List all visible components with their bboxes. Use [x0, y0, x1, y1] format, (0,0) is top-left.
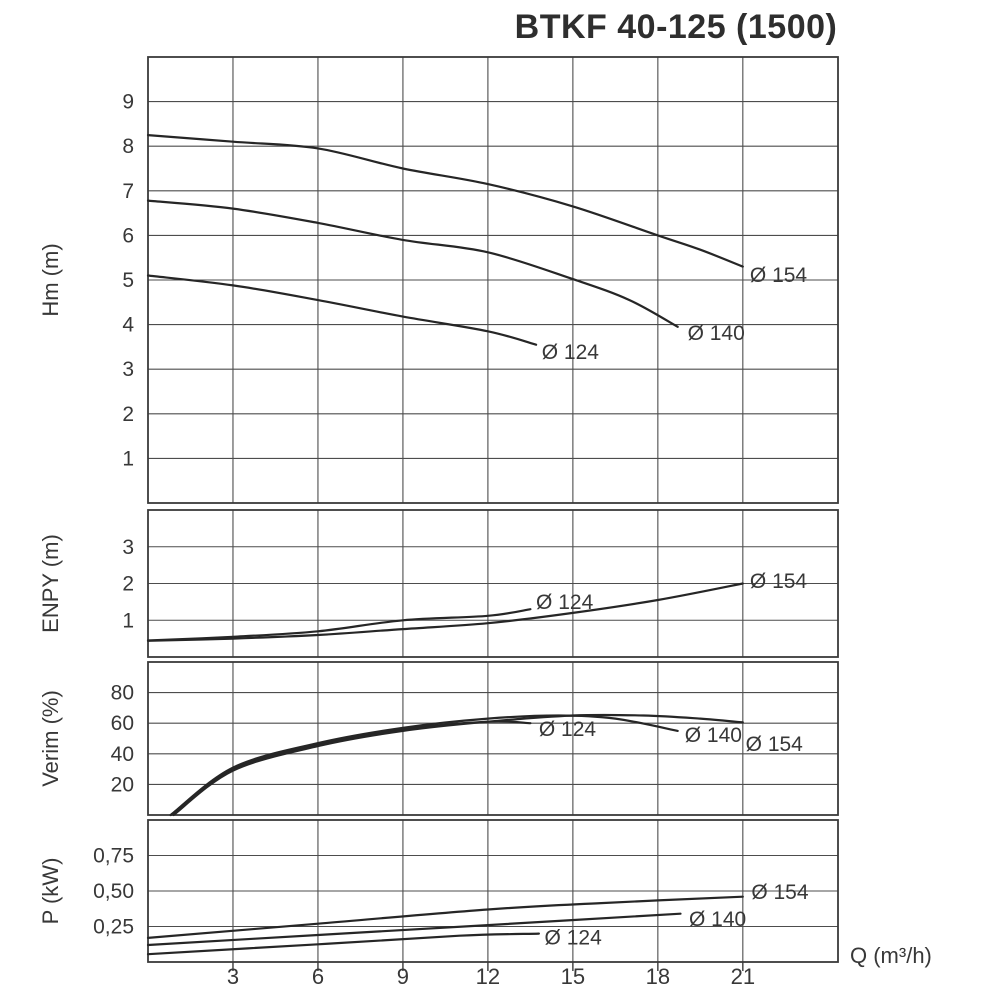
curve-Ø124	[146, 608, 532, 642]
y-tick-label: 40	[111, 743, 134, 766]
curve-Ø154	[146, 895, 744, 939]
y-tick-label: 0,25	[93, 916, 134, 939]
curve-label-Ø124: Ø 124	[542, 341, 600, 364]
page-title: BTKF 40-125 (1500)	[514, 8, 838, 46]
y-tick-label: 0,75	[93, 845, 134, 868]
curve-label-Ø124: Ø 124	[539, 718, 597, 741]
y-tick-label: 0,50	[93, 880, 134, 903]
x-tick-label: 3	[227, 964, 239, 989]
curve-label-Ø154: Ø 154	[751, 881, 809, 904]
curve-Ø124	[146, 274, 538, 346]
chart-border	[147, 509, 839, 658]
y-tick-label: 3	[122, 358, 134, 381]
curve-label-Ø140: Ø 140	[688, 322, 745, 345]
y-axis-label: ENPY (m)	[38, 534, 63, 633]
x-tick-label: 9	[397, 964, 409, 989]
y-tick-label: 9	[122, 91, 134, 114]
y-axis-label: Verim (%)	[38, 690, 63, 787]
x-tick-label: 18	[646, 964, 670, 989]
y-tick-label: 3	[122, 536, 134, 559]
curve-label-Ø154: Ø 154	[746, 733, 804, 756]
chart-border	[147, 661, 839, 816]
y-axis-label: P (kW)	[38, 858, 63, 925]
curve-Ø154	[146, 134, 744, 268]
y-tick-label: 6	[122, 224, 134, 247]
y-tick-label: 1	[122, 609, 134, 632]
y-tick-label: 2	[122, 403, 134, 426]
curve-Ø140	[169, 714, 679, 817]
chart-head: 1 2 3 4 5 6 7 8 9 Hm (m) Ø 154 Ø 140 Ø 124	[38, 56, 839, 504]
y-tick-label: 80	[111, 682, 134, 705]
x-tick-label: 21	[731, 964, 755, 989]
curve-label-Ø124: Ø 124	[536, 591, 594, 614]
chart-npsh: 1 2 3 ENPY (m) Ø 124 Ø 154	[38, 509, 839, 658]
chart-border	[147, 56, 839, 504]
curve-Ø124	[146, 932, 540, 956]
curve-Ø154	[172, 713, 744, 817]
x-tick-label: 15	[561, 964, 585, 989]
curve-label-Ø154: Ø 154	[750, 264, 808, 287]
curve-Ø140	[146, 912, 682, 947]
y-tick-label: 2	[122, 573, 134, 596]
y-tick-label: 4	[122, 314, 134, 337]
curve-label-Ø140: Ø 140	[689, 908, 746, 931]
y-axis-label: Hm (m)	[38, 243, 63, 316]
x-tick-label: 6	[312, 964, 324, 989]
y-tick-label: 20	[111, 773, 134, 796]
curve-label-Ø154: Ø 154	[750, 570, 808, 593]
chart-border	[147, 819, 839, 963]
x-axis-label: Q (m³/h)	[850, 943, 932, 968]
y-tick-label: 8	[122, 135, 134, 158]
y-tick-label: 7	[122, 180, 134, 203]
curve-Ø140	[146, 199, 679, 328]
curve-label-Ø124: Ø 124	[545, 926, 603, 949]
y-tick-label: 1	[122, 447, 134, 470]
y-tick-label: 60	[111, 712, 134, 735]
curve-label-Ø140: Ø 140	[685, 724, 742, 747]
x-tick-label: 12	[476, 964, 500, 989]
y-tick-label: 5	[122, 269, 134, 292]
curve-Ø154	[146, 582, 744, 642]
chart-efficiency: 20 40 60 80 Verim (%) Ø 124 Ø 140 Ø 154	[38, 661, 839, 817]
